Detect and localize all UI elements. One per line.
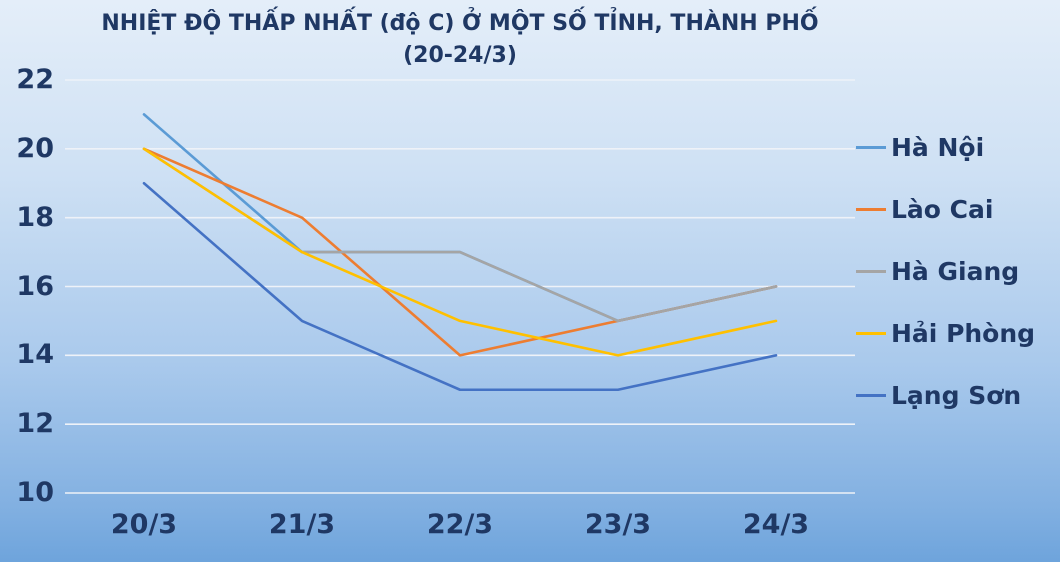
legend-label: Lào Cai <box>891 194 994 224</box>
legend-item-0[interactable]: Hà Nội <box>856 129 984 165</box>
legend-item-2[interactable]: Hà Giang <box>856 253 1019 289</box>
y-tick-label: 10 <box>16 477 54 508</box>
legend-item-4[interactable]: Lạng Sơn <box>856 377 1021 413</box>
chart-title-line2: (20-24/3) <box>403 43 517 68</box>
legend-line-icon <box>856 207 886 211</box>
legend-item-3[interactable]: Hải Phòng <box>856 315 1035 351</box>
legend-label: Hà Giang <box>891 256 1020 286</box>
legend-line-icon <box>856 393 886 397</box>
legend-label: Hải Phòng <box>891 318 1036 348</box>
legend-line-icon <box>856 269 886 273</box>
chart-title-line1: NHIỆT ĐỘ THẤP NHẤT (độ C) Ở MỘT SỐ TỈNH,… <box>101 11 819 36</box>
legend-line-icon <box>856 145 886 149</box>
series-line-4 <box>142 181 778 392</box>
legend-line-icon <box>856 331 886 335</box>
y-tick-label: 20 <box>16 132 54 164</box>
series-line-3 <box>142 147 778 357</box>
legend-item-1[interactable]: Lào Cai <box>856 191 993 227</box>
plot-area <box>65 79 855 494</box>
y-tick-label: 22 <box>16 64 54 95</box>
x-tick-label: 22/3 <box>426 509 494 540</box>
y-tick-label: 12 <box>16 408 54 440</box>
x-tick-label: 23/3 <box>584 509 652 540</box>
y-tick-label: 18 <box>16 201 54 233</box>
x-tick-label: 24/3 <box>742 509 810 540</box>
x-tick-label: 20/3 <box>110 509 178 540</box>
legend-label: Lạng Sơn <box>891 380 1022 410</box>
y-tick-label: 14 <box>16 339 54 371</box>
series-line-2 <box>142 147 778 323</box>
chart-title: NHIỆT ĐỘ THẤP NHẤT (độ C) Ở MỘT SỐ TỈNH,… <box>60 8 860 72</box>
legend-label: Hà Nội <box>891 132 985 162</box>
x-tick-label: 21/3 <box>268 509 336 540</box>
y-tick-label: 16 <box>16 270 54 302</box>
